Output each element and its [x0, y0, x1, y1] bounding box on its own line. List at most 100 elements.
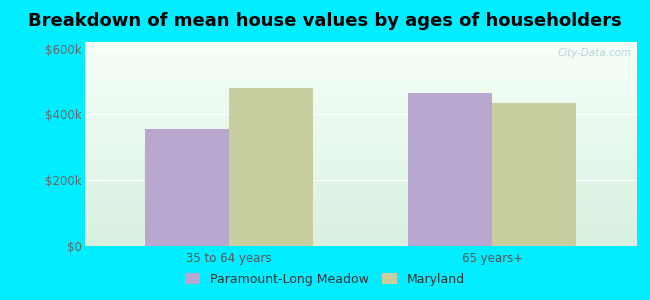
Bar — [84, 118, 637, 119]
Bar — [84, 93, 637, 95]
Bar — [84, 189, 637, 191]
Bar — [84, 213, 637, 215]
Bar — [84, 85, 637, 87]
Bar — [84, 75, 637, 77]
Bar — [84, 228, 637, 230]
Bar — [408, 93, 492, 246]
Bar — [84, 62, 637, 64]
Bar — [84, 211, 637, 213]
Bar — [84, 48, 637, 50]
Bar — [84, 132, 637, 134]
Bar — [84, 130, 637, 132]
Bar — [84, 124, 637, 126]
Bar — [84, 148, 637, 150]
Bar — [84, 199, 637, 201]
Bar — [84, 205, 637, 207]
Text: City-Data.com: City-Data.com — [557, 48, 632, 58]
Bar — [84, 67, 637, 68]
Bar — [84, 107, 637, 109]
Bar — [84, 58, 637, 60]
Bar — [84, 99, 637, 101]
Bar — [229, 88, 313, 246]
Bar — [84, 197, 637, 199]
Bar — [84, 234, 637, 236]
Bar — [84, 142, 637, 144]
Bar — [84, 160, 637, 162]
Bar — [84, 191, 637, 193]
Bar — [84, 209, 637, 211]
Bar — [84, 42, 637, 44]
Bar — [84, 244, 637, 246]
Bar — [84, 83, 637, 85]
Bar — [84, 179, 637, 181]
Bar — [84, 60, 637, 62]
Bar — [84, 144, 637, 146]
Bar — [84, 185, 637, 187]
Bar — [84, 221, 637, 224]
Bar — [84, 156, 637, 158]
Bar — [84, 91, 637, 93]
Bar — [84, 224, 637, 226]
Bar — [84, 54, 637, 56]
Bar — [84, 203, 637, 205]
Bar — [492, 103, 577, 246]
Bar — [84, 111, 637, 113]
Bar — [84, 242, 637, 244]
Bar — [84, 116, 637, 118]
Bar — [84, 119, 637, 122]
Bar — [84, 195, 637, 197]
Bar — [84, 175, 637, 177]
Bar — [84, 44, 637, 46]
Bar — [84, 187, 637, 189]
Bar — [84, 152, 637, 154]
Bar — [84, 230, 637, 232]
Bar — [84, 122, 637, 124]
Bar — [84, 128, 637, 130]
Bar — [145, 129, 229, 246]
Bar — [84, 46, 637, 48]
Bar — [84, 164, 637, 166]
Bar — [84, 64, 637, 67]
Bar — [84, 215, 637, 217]
Bar — [84, 158, 637, 160]
Bar — [84, 232, 637, 234]
Bar — [84, 236, 637, 238]
Bar — [84, 169, 637, 170]
Bar — [84, 226, 637, 228]
Bar — [84, 50, 637, 52]
Bar — [84, 77, 637, 79]
Bar — [84, 136, 637, 138]
Bar — [84, 101, 637, 103]
Bar — [84, 68, 637, 70]
Bar — [84, 177, 637, 179]
Bar — [84, 181, 637, 183]
Bar — [84, 240, 637, 242]
Bar — [84, 56, 637, 58]
Bar — [84, 220, 637, 221]
Bar — [84, 87, 637, 89]
Bar — [84, 154, 637, 156]
Bar — [84, 238, 637, 240]
Text: Breakdown of mean house values by ages of householders: Breakdown of mean house values by ages o… — [28, 12, 622, 30]
Bar — [84, 183, 637, 185]
Bar — [84, 170, 637, 172]
Bar — [84, 138, 637, 140]
Bar — [84, 150, 637, 152]
Bar — [84, 89, 637, 91]
Bar — [84, 113, 637, 116]
Bar — [84, 70, 637, 73]
Bar — [84, 81, 637, 83]
Bar — [84, 105, 637, 107]
Bar — [84, 126, 637, 128]
Legend: Paramount-Long Meadow, Maryland: Paramount-Long Meadow, Maryland — [180, 268, 470, 291]
Bar — [84, 207, 637, 209]
Bar — [84, 73, 637, 75]
Bar — [84, 140, 637, 142]
Bar — [84, 146, 637, 148]
Bar — [84, 109, 637, 111]
Bar — [84, 134, 637, 136]
Bar — [84, 162, 637, 164]
Bar — [84, 172, 637, 175]
Bar — [84, 97, 637, 99]
Bar — [84, 103, 637, 105]
